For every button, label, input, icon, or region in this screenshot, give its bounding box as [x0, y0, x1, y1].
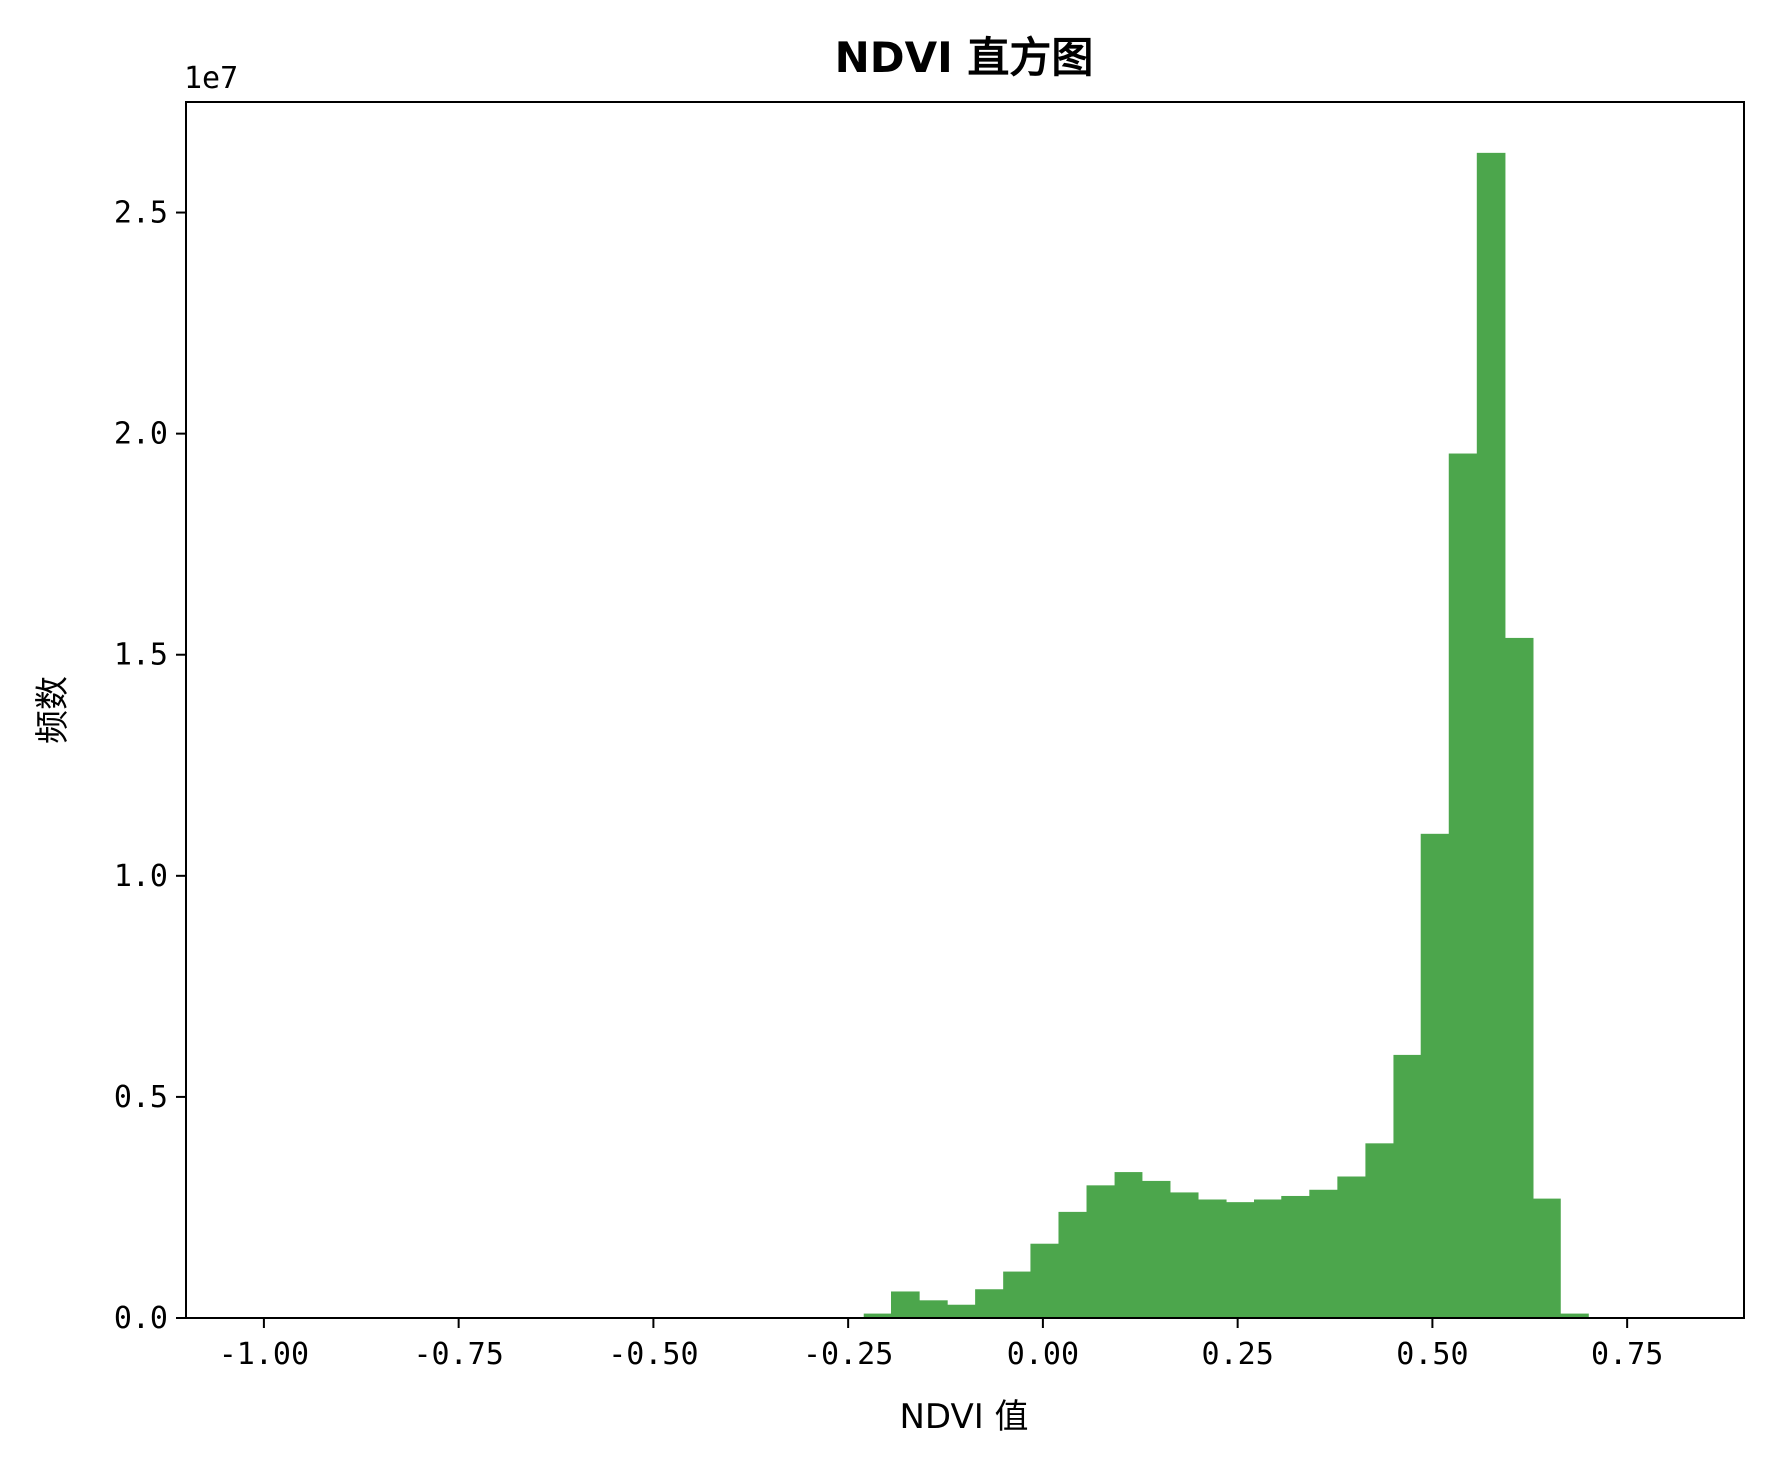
histogram-bar-20 [1420, 833, 1450, 1318]
chart-title: NDVI 直方图 [835, 33, 1094, 82]
y-tick-label: 1.0 [114, 859, 168, 894]
histogram-bar-13 [1225, 1202, 1255, 1318]
x-tick-label: -0.25 [803, 1337, 893, 1372]
y-tick-label: 2.5 [114, 196, 168, 231]
x-tick-label: -0.50 [608, 1337, 698, 1372]
histogram-bar-18 [1365, 1143, 1395, 1318]
histogram-bar-3 [947, 1304, 976, 1318]
x-tick-label: 0.00 [1007, 1337, 1079, 1372]
histogram-bar-16 [1309, 1189, 1338, 1318]
y-tick-label: 1.5 [114, 638, 168, 673]
histogram-bar-10 [1141, 1180, 1171, 1318]
x-axis-ticks: -1.00 -0.75 -0.50 -0.25 0.00 0.25 0.50 0.75 [219, 1318, 1663, 1372]
histogram-bar-19 [1393, 1054, 1422, 1318]
histogram-bar-9 [1114, 1172, 1143, 1318]
histogram-bar-1 [891, 1291, 920, 1318]
x-tick-label: 0.50 [1396, 1337, 1468, 1372]
x-tick-label: -1.00 [219, 1337, 309, 1372]
histogram-bar-7 [1058, 1211, 1088, 1318]
histogram-bar-15 [1281, 1195, 1310, 1318]
histogram-bar-12 [1197, 1199, 1227, 1318]
histogram-bar-2 [919, 1300, 948, 1318]
histogram-bar-23 [1504, 637, 1534, 1318]
y-axis-label: 频数 [33, 676, 73, 744]
y-axis-offset-label: 1e7 [184, 61, 238, 96]
histogram-bar-21 [1448, 453, 1478, 1318]
plot-area-frame [185, 101, 1745, 1319]
histogram-bar-8 [1086, 1185, 1116, 1318]
histogram-bar-17 [1337, 1176, 1366, 1318]
histogram-bar-5 [1003, 1271, 1032, 1318]
histogram-bar-6 [1030, 1243, 1060, 1318]
x-tick-label: 0.25 [1202, 1337, 1274, 1372]
y-tick-label: 2.0 [114, 417, 168, 452]
x-tick-label: -0.75 [413, 1337, 503, 1372]
x-axis-label: NDVI 值 [899, 1397, 1028, 1437]
histogram-bar-4 [975, 1289, 1004, 1318]
histogram-bar-11 [1169, 1192, 1199, 1318]
y-axis-ticks: 0.0 0.5 1.0 1.5 2.0 2.5 [114, 196, 186, 1336]
y-tick-label: 0.5 [114, 1080, 168, 1115]
histogram-bar-14 [1254, 1199, 1282, 1318]
histogram-bars [863, 152, 1589, 1319]
histogram-bar-22 [1476, 152, 1506, 1319]
x-tick-label: 0.75 [1591, 1337, 1663, 1372]
histogram-bar-24 [1532, 1198, 1561, 1318]
y-tick-label: 0.0 [114, 1301, 168, 1336]
histogram-bar-25 [1560, 1313, 1589, 1318]
histogram-bar-0 [863, 1313, 892, 1318]
